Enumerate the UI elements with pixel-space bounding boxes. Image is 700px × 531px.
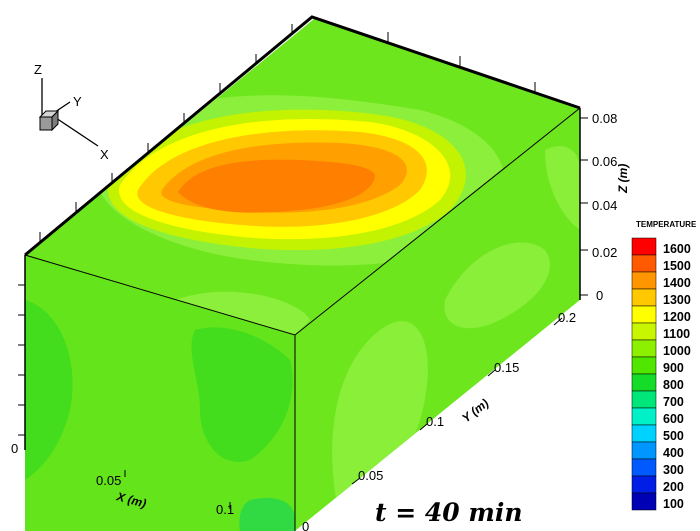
legend-swatch [631, 254, 657, 273]
legend-swatch [631, 492, 657, 511]
legend-swatch [631, 458, 657, 477]
legend-label: 100 [663, 497, 684, 511]
legend-swatch [631, 373, 657, 392]
y-tick-label: 0.2 [558, 310, 576, 325]
z-tick-label: 0.04 [592, 198, 617, 213]
legend: 1600 1500 1400 1300 1200 1100 1000 900 800 700 600… [631, 237, 691, 511]
legend-label: 900 [663, 361, 684, 375]
legend-label: 800 [663, 378, 684, 392]
legend-swatch [631, 441, 657, 460]
legend-label: 400 [663, 446, 684, 460]
block-front-face [25, 255, 295, 531]
legend-label: 300 [663, 463, 684, 477]
frame-ticks [18, 24, 536, 436]
legend-label: 1300 [663, 293, 691, 307]
z-tick-label: 0.02 [592, 245, 617, 260]
axis-frame [24, 15, 581, 450]
orientation-triad [38, 78, 99, 147]
y-axis [351, 317, 563, 485]
triad-z-label: Z [34, 62, 42, 77]
legend-swatch [631, 475, 657, 494]
y-tick-label: 0.15 [494, 360, 519, 375]
x-tick-label: 0.05 [96, 473, 121, 488]
legend-label: 1600 [663, 242, 691, 256]
y-tick-label: 0.05 [358, 468, 383, 483]
legend-label: 1000 [663, 344, 691, 358]
z-tick-label: 0.08 [592, 111, 617, 126]
z-axis [580, 117, 588, 296]
legend-label: 1200 [663, 310, 691, 324]
x-tick-label: 0.1 [216, 502, 234, 517]
z-axis-title: Z (m) [616, 164, 630, 194]
y-tick-label: 0.1 [426, 414, 444, 429]
legend-label: 1500 [663, 259, 691, 273]
y-tick-label: 0 [302, 519, 309, 531]
legend-swatch [631, 424, 657, 443]
legend-label: 1100 [663, 327, 690, 341]
legend-swatch [631, 322, 657, 341]
legend-label: 500 [663, 429, 684, 443]
triad-x-label: X [100, 147, 109, 162]
legend-swatch [631, 305, 657, 324]
legend-swatch [631, 356, 657, 375]
legend-swatch [631, 390, 657, 409]
legend-swatch [631, 271, 657, 290]
block-top-face [25, 18, 580, 335]
legend-label: 1400 [663, 276, 691, 290]
x-axis [24, 440, 231, 509]
y-axis-title: Y (m) [459, 396, 491, 425]
legend-swatch [631, 407, 657, 426]
legend-label: 700 [663, 395, 684, 409]
block-right-face [295, 108, 580, 531]
legend-swatch [631, 288, 657, 307]
z-tick-label: 0.06 [592, 154, 617, 169]
legend-title: TEMPERATURE [636, 220, 697, 229]
legend-swatch [631, 339, 657, 358]
legend-label: 600 [663, 412, 684, 426]
z-tick-label: 0 [596, 288, 603, 303]
legend-label: 200 [663, 480, 684, 494]
x-tick-label: 0 [11, 441, 18, 456]
triad-y-label: Y [73, 94, 82, 109]
time-label: t = 40 min [375, 498, 523, 527]
legend-swatch [631, 237, 657, 256]
